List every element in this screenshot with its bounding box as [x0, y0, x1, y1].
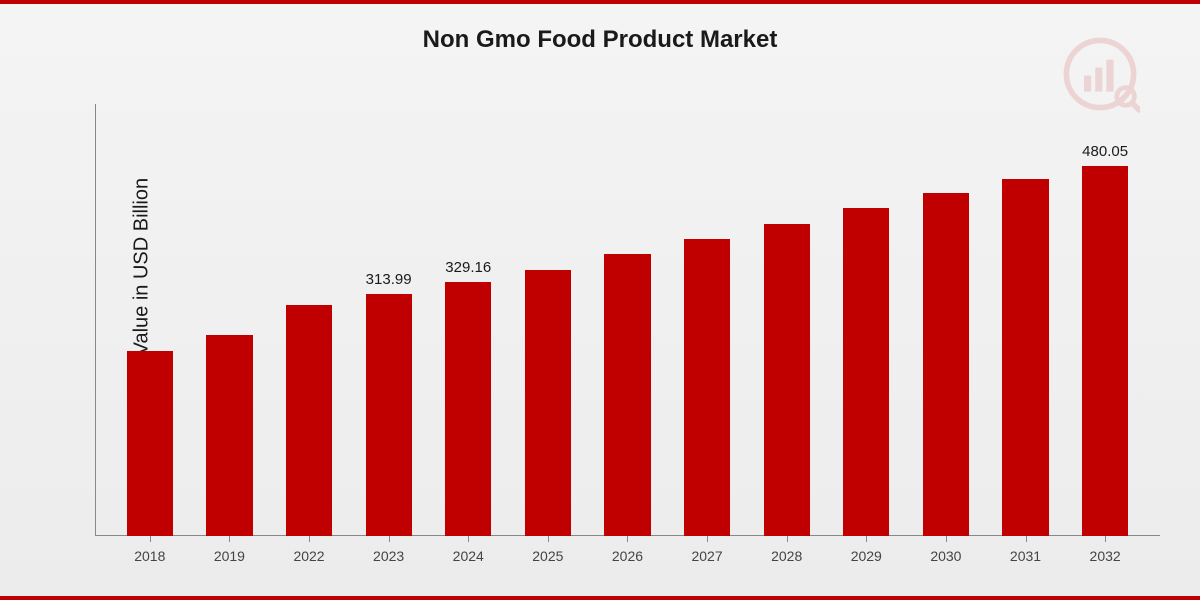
- x-tick-mark: [866, 536, 867, 542]
- bar-slot: 329.162024: [428, 104, 508, 536]
- logo-watermark-icon: [1060, 34, 1140, 114]
- bar: 313.99: [366, 294, 412, 536]
- x-tick-label: 2030: [930, 548, 961, 564]
- bar-slot: 313.992023: [349, 104, 429, 536]
- bar-slot: 2022: [269, 104, 349, 536]
- x-tick-label: 2027: [691, 548, 722, 564]
- x-tick-label: 2028: [771, 548, 802, 564]
- x-tick-label: 2018: [134, 548, 165, 564]
- x-tick-mark: [468, 536, 469, 542]
- bar-slot: 2031: [986, 104, 1066, 536]
- bar: [286, 305, 332, 536]
- bar-slot: 2028: [747, 104, 827, 536]
- x-tick-label: 2025: [532, 548, 563, 564]
- x-tick-label: 2026: [612, 548, 643, 564]
- bar: [127, 351, 173, 536]
- x-tick-mark: [150, 536, 151, 542]
- x-tick-mark: [389, 536, 390, 542]
- x-tick-mark: [1105, 536, 1106, 542]
- bar-slot: 2026: [588, 104, 668, 536]
- bar-value-label: 480.05: [1082, 143, 1128, 160]
- bar: [1002, 179, 1048, 536]
- x-tick-label: 2023: [373, 548, 404, 564]
- x-tick-label: 2019: [214, 548, 245, 564]
- bar: [525, 270, 571, 536]
- bars-group: 201820192022313.992023329.16202420252026…: [95, 104, 1160, 536]
- bar: [923, 193, 969, 536]
- x-tick-label: 2032: [1090, 548, 1121, 564]
- x-tick-mark: [787, 536, 788, 542]
- bar-slot: 2018: [110, 104, 190, 536]
- x-tick-label: 2024: [453, 548, 484, 564]
- x-tick-mark: [707, 536, 708, 542]
- bar: [843, 208, 889, 536]
- bar-value-label: 329.16: [445, 259, 491, 276]
- x-tick-mark: [229, 536, 230, 542]
- chart-title: Non Gmo Food Product Market: [0, 4, 1200, 54]
- x-tick-mark: [1026, 536, 1027, 542]
- bar: [206, 335, 252, 536]
- x-tick-mark: [627, 536, 628, 542]
- bar-slot: 2025: [508, 104, 588, 536]
- bar: 329.16: [445, 282, 491, 536]
- x-tick-label: 2029: [851, 548, 882, 564]
- bar: [764, 224, 810, 536]
- bar-slot: 480.052032: [1065, 104, 1145, 536]
- bar: [604, 254, 650, 536]
- chart-container: Non Gmo Food Product Market Market Value…: [0, 0, 1200, 600]
- bar-slot: 2027: [667, 104, 747, 536]
- plot-area: 201820192022313.992023329.16202420252026…: [95, 104, 1160, 536]
- bar-slot: 2030: [906, 104, 986, 536]
- x-tick-mark: [548, 536, 549, 542]
- x-tick-label: 2022: [293, 548, 324, 564]
- x-tick-mark: [309, 536, 310, 542]
- x-tick-label: 2031: [1010, 548, 1041, 564]
- x-tick-mark: [946, 536, 947, 542]
- bar-slot: 2029: [826, 104, 906, 536]
- bar-value-label: 313.99: [366, 271, 412, 288]
- bar-slot: 2019: [190, 104, 270, 536]
- bar: [684, 239, 730, 536]
- bar: 480.05: [1082, 166, 1128, 536]
